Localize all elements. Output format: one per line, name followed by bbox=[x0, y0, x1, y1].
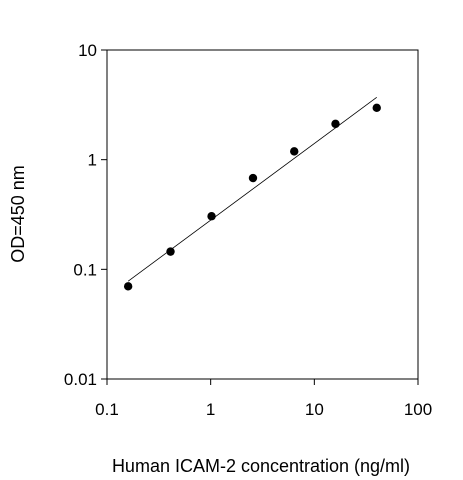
y-tick-label: 10 bbox=[78, 41, 97, 60]
data-point bbox=[290, 147, 299, 156]
data-point bbox=[207, 212, 216, 221]
data-points bbox=[123, 103, 381, 291]
y-axis-title: OD=450 nm bbox=[8, 165, 28, 263]
data-point bbox=[166, 247, 175, 256]
data-point bbox=[331, 119, 340, 129]
x-tick-label: 100 bbox=[404, 400, 432, 419]
x-tick-label: 10 bbox=[305, 400, 324, 419]
data-point bbox=[372, 103, 381, 113]
x-axis-title: Human ICAM-2 concentration (ng/ml) bbox=[112, 456, 410, 476]
data-point bbox=[248, 173, 258, 183]
x-tick-label: 0.1 bbox=[95, 400, 119, 419]
x-axis-ticks: 0.1 1 10 100 bbox=[95, 379, 432, 419]
y-axis-ticks: 0.01 0.1 1 10 bbox=[64, 41, 107, 389]
y-tick-label: 0.1 bbox=[73, 260, 97, 279]
y-tick-label: 0.01 bbox=[64, 370, 97, 389]
x-tick-label: 1 bbox=[206, 400, 215, 419]
data-point bbox=[123, 282, 133, 291]
plot-frame bbox=[106, 49, 419, 380]
y-tick-label: 1 bbox=[88, 151, 97, 170]
